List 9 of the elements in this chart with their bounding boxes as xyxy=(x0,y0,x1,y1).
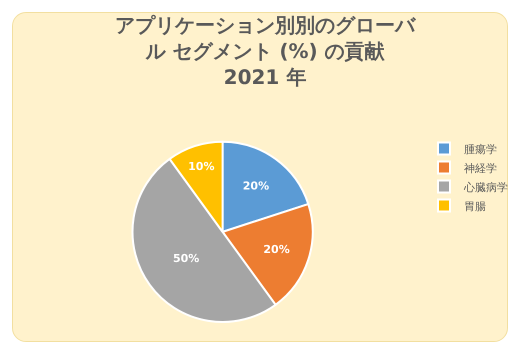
data-label: 20% xyxy=(263,242,290,256)
legend-label: 腫瘍学 xyxy=(464,142,497,156)
legend-label: 心臓病学 xyxy=(463,180,508,194)
chart-title: アプリケーション別別のグローバル セグメント (%) の貢献2021 年 xyxy=(115,12,417,89)
data-label: 50% xyxy=(172,252,200,265)
data-label: 20% xyxy=(242,179,270,192)
data-label: 10% xyxy=(188,160,214,173)
legend-label: 胃腸 xyxy=(464,200,486,213)
legend-label: 神経学 xyxy=(464,162,497,175)
